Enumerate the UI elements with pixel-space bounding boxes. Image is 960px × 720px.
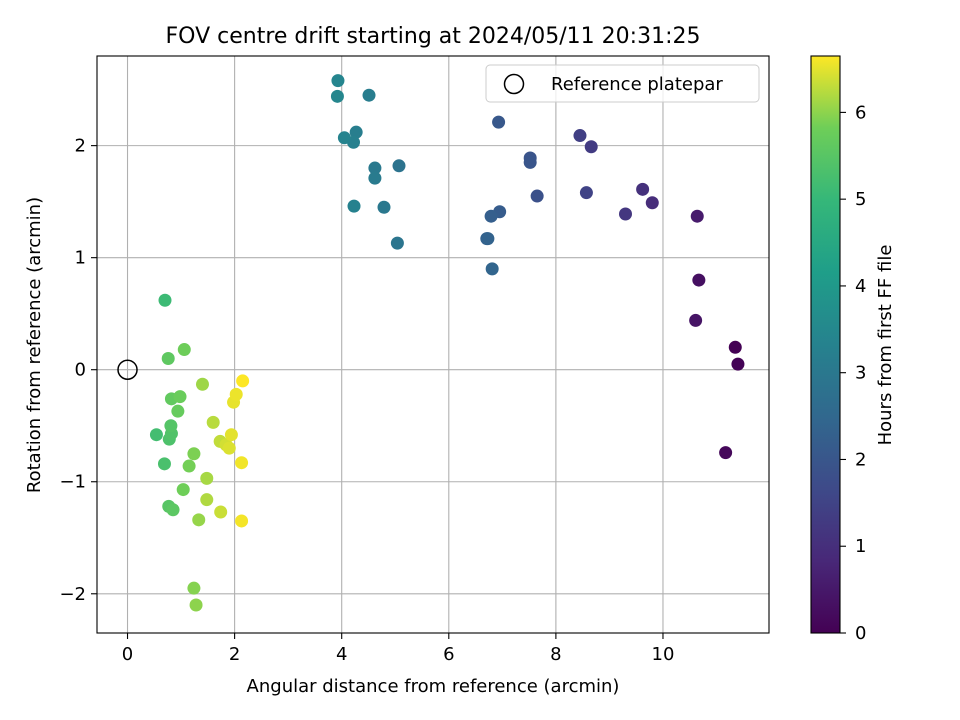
scatter-point [485, 262, 499, 276]
chart-title: FOV centre drift starting at 2024/05/11 … [166, 24, 701, 49]
scatter-point [222, 441, 236, 455]
y-axis-ticks: −2 −1 0 1 2 [59, 136, 97, 605]
legend: Reference platepar [485, 64, 760, 103]
scatter-point [481, 232, 495, 246]
colorbar-ticks: 0 1 2 3 4 5 6 [840, 102, 866, 644]
scatter-point [158, 293, 172, 307]
scatter-point [731, 357, 745, 371]
x-tick-label: 8 [550, 644, 561, 665]
scatter-point [187, 447, 201, 461]
x-tick-label: 0 [122, 644, 133, 665]
scatter-point [690, 209, 704, 223]
scatter-point [171, 404, 185, 418]
scatter-point [235, 456, 249, 470]
plot-frame [96, 55, 770, 634]
colorbar-tick-label: 3 [855, 363, 866, 384]
scatter-point [331, 74, 345, 88]
colorbar-gradient [811, 56, 840, 633]
x-tick-label: 6 [443, 644, 454, 665]
scatter-point [173, 390, 187, 404]
scatter-point [392, 159, 406, 173]
legend-box [485, 64, 760, 103]
scatter-point [636, 182, 650, 196]
colorbar-tick-label: 0 [855, 623, 866, 644]
x-tick-label: 4 [336, 644, 347, 665]
scatter-point [157, 457, 171, 471]
scatter-point [161, 352, 175, 366]
scatter-point [689, 313, 703, 327]
scatter-point [224, 428, 238, 442]
scatter-point [236, 374, 250, 388]
colorbar-frame [810, 55, 841, 634]
scatter-point [200, 471, 214, 485]
scatter-point [573, 129, 587, 143]
grid-lines [97, 56, 769, 633]
scatter-point [347, 199, 361, 213]
scatter-point [692, 273, 706, 287]
scatter-point [368, 161, 382, 175]
x-axis-ticks: 0 2 4 6 8 10 [122, 633, 675, 665]
legend-marker-icon [503, 73, 525, 95]
scatter-point [645, 196, 659, 210]
legend-entry-label: Reference platepar [551, 74, 723, 95]
x-tick-label: 10 [652, 644, 675, 665]
y-tick-label: 2 [75, 136, 86, 157]
scatter-point [349, 125, 363, 139]
scatter-point [377, 200, 391, 214]
scatter-point [229, 387, 243, 401]
y-tick-label: −2 [59, 584, 86, 605]
scatter-point [235, 514, 249, 528]
scatter-point [390, 236, 404, 250]
scatter-point [530, 189, 544, 203]
scatter-point [484, 209, 498, 223]
scatter-point [166, 503, 180, 517]
colorbar-label: Hours from first FF file [875, 245, 896, 446]
scatter-point [192, 513, 206, 527]
reference-marker [117, 359, 138, 380]
y-tick-label: −1 [59, 472, 86, 493]
scatter-point [579, 186, 593, 200]
scatter-point [177, 343, 191, 357]
scatter-point [206, 415, 220, 429]
data-points [149, 74, 745, 612]
scatter-point [176, 483, 190, 497]
scatter-point [182, 459, 196, 473]
scatter-point [362, 88, 376, 102]
y-axis-label: Rotation from reference (arcmin) [24, 197, 45, 493]
colorbar-tick-label: 1 [855, 536, 866, 557]
colorbar-tick-label: 2 [855, 449, 866, 470]
x-tick-label: 2 [229, 644, 240, 665]
scatter-point [189, 598, 203, 612]
colorbar-tick-label: 6 [855, 102, 866, 123]
scatter-point [584, 140, 598, 154]
scatter-point [728, 340, 742, 354]
scatter-point [618, 207, 632, 221]
scatter-point [337, 131, 351, 145]
scatter-point [200, 493, 214, 507]
scatter-point [164, 419, 178, 433]
y-tick-label: 0 [75, 360, 86, 381]
colorbar-tick-label: 5 [855, 189, 866, 210]
scatter-point [719, 446, 733, 460]
scatter-point [195, 377, 209, 391]
scatter-point [368, 171, 382, 185]
scatter-point [149, 428, 163, 442]
colorbar-tick-label: 4 [855, 276, 866, 297]
colorbar: 0 1 2 3 4 5 6 Hours from first FF file [810, 55, 896, 644]
x-axis-label: Angular distance from reference (arcmin) [247, 676, 620, 697]
scatter-point [214, 505, 228, 519]
reference-platepar-point [117, 359, 138, 380]
y-tick-label: 1 [75, 248, 86, 269]
scatter-point [492, 115, 506, 129]
scatter-point [523, 155, 537, 169]
scatter-point [187, 581, 201, 595]
scatter-point [330, 89, 344, 103]
